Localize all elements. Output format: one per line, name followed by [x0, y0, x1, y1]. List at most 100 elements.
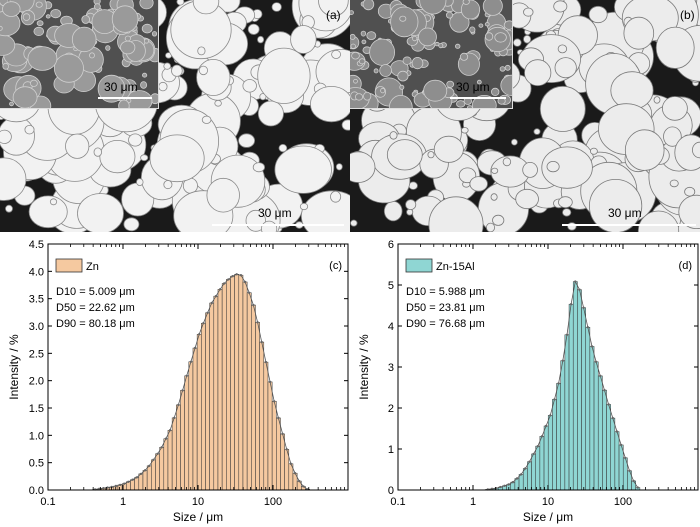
distribution-point — [177, 403, 180, 407]
y-tick-label: 1 — [388, 444, 394, 456]
distribution-point — [302, 485, 305, 488]
annotation-d10: D10 = 5.009 μm — [56, 286, 135, 298]
x-tick-label: 1 — [120, 496, 126, 508]
sem-inset-particle — [446, 11, 454, 19]
y-tick-label: 6 — [388, 239, 394, 251]
histogram-bar — [614, 431, 620, 491]
annotation-d10: D10 = 5.988 μm — [406, 286, 485, 298]
y-tick-label: 3.0 — [29, 321, 44, 333]
sem-particle — [206, 177, 240, 213]
sem-particle — [386, 139, 423, 171]
distribution-point — [127, 480, 130, 483]
sem-inset-particle — [0, 25, 3, 31]
sem-inset-particle — [143, 38, 149, 44]
distribution-point — [227, 278, 230, 281]
y-tick-label: 2.5 — [29, 348, 44, 360]
histogram-bar — [196, 334, 202, 491]
sem-particle — [678, 194, 700, 229]
sem-inset-particle — [446, 80, 455, 88]
sem-inset-particle — [45, 14, 51, 19]
distribution-point — [515, 477, 519, 480]
sem-inset-particle — [390, 6, 419, 38]
distribution-point — [160, 446, 163, 449]
sem-inset-particle — [478, 23, 484, 28]
legend-swatch — [55, 258, 83, 273]
distribution-point — [193, 346, 197, 350]
sem-inset-a: 30 μm — [0, 0, 159, 109]
distribution-point — [503, 484, 506, 487]
y-tick-label: 4.5 — [29, 239, 44, 251]
distribution-point — [277, 416, 280, 420]
distribution-point — [252, 303, 255, 307]
sem-inset-particle — [419, 0, 447, 15]
distribution-point — [223, 282, 226, 285]
sem-particle — [553, 0, 568, 13]
histogram-bar — [263, 361, 269, 491]
distribution-point — [102, 487, 105, 490]
sem-particle — [589, 179, 643, 232]
sem-particle — [278, 144, 288, 153]
histogram-bar — [126, 481, 131, 491]
distribution-point — [148, 464, 151, 468]
sem-particle — [274, 145, 332, 194]
sem-particle — [214, 100, 222, 107]
sem-particle — [259, 93, 267, 101]
sem-inset-particle — [124, 35, 132, 42]
sem-particle — [486, 222, 495, 232]
sem-particle — [257, 47, 311, 104]
sem-inset-particle — [111, 5, 139, 33]
distribution-point — [624, 456, 627, 460]
distribution-point — [569, 303, 573, 306]
histogram-bar — [618, 444, 624, 491]
histogram-bar — [280, 433, 285, 491]
histogram-bar — [597, 375, 603, 491]
histogram-bar — [589, 346, 595, 491]
distribution-point — [198, 333, 201, 336]
sem-inset-particle — [499, 66, 506, 72]
histogram-bar — [267, 381, 273, 491]
sem-inset-particle — [462, 0, 470, 5]
sem-particle — [624, 129, 665, 171]
sem-inset-particle — [379, 64, 392, 77]
sem-particle — [49, 198, 58, 206]
sem-particle — [557, 44, 568, 54]
sem-inset-particle — [351, 51, 360, 60]
distribution-point — [536, 445, 539, 448]
distribution-point — [561, 359, 564, 362]
distribution-point — [181, 389, 184, 392]
y-tick-label: 4 — [388, 321, 394, 333]
distribution-point — [586, 326, 589, 329]
histogram-bar — [192, 347, 198, 491]
sem-particle — [461, 127, 469, 134]
distribution-point — [628, 469, 631, 472]
sem-inset-particle — [504, 64, 511, 71]
sem-particle — [238, 133, 256, 148]
histogram-bar — [631, 480, 636, 491]
inset-scale-bar-label-a: 30 μm — [104, 80, 138, 94]
histogram-bar — [184, 375, 190, 491]
panel-label-a: (a) — [326, 8, 341, 22]
histogram-bar — [151, 459, 156, 491]
distribution-point — [164, 437, 168, 440]
sem-inset-particles-b — [350, 0, 512, 108]
sem-particle — [0, 157, 27, 201]
sem-particle — [684, 186, 696, 197]
sem-inset-particle — [399, 84, 405, 90]
sem-particle — [491, 167, 499, 174]
sem-particle — [271, 2, 282, 12]
distribution-point — [152, 458, 155, 461]
sem-particle — [383, 200, 403, 222]
sem-inset-particle — [89, 52, 95, 59]
y-tick-label: 0 — [388, 485, 394, 497]
sem-particle — [522, 161, 538, 178]
sem-particle — [427, 151, 435, 159]
histogram-bar — [552, 399, 557, 491]
sem-inset-particle — [141, 23, 153, 34]
sem-inset-particle — [353, 79, 358, 84]
distribution-point — [168, 429, 172, 432]
scale-bar-b — [562, 224, 696, 226]
y-tick-label: 1.0 — [29, 430, 44, 442]
sem-inset-particle — [2, 1, 21, 17]
sem-inset-particle — [350, 10, 354, 15]
sem-particle — [290, 25, 317, 54]
